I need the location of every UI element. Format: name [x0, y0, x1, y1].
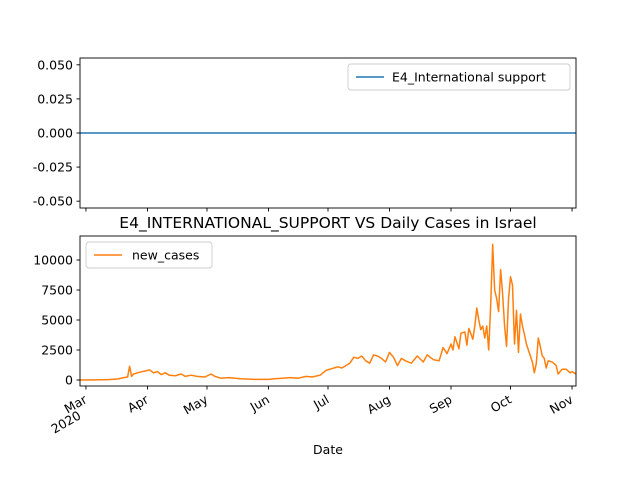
top-legend: E4_International support	[347, 63, 571, 91]
bottom-legend: new_cases	[85, 241, 213, 269]
bottom-y-tick-label: 2500	[41, 343, 73, 358]
x-axis-title: Date	[313, 442, 343, 457]
bottom-legend-label: new_cases	[132, 248, 199, 263]
bottom-y-ticks: 10000 7500 5000 2500 0	[33, 253, 80, 388]
top-y-tick-label: -0.050	[33, 194, 73, 209]
bottom-y-tick-label: 0	[65, 373, 73, 388]
top-subplot: 0.050 0.025 0.000 -0.025 -0.050 E4_Internati…	[33, 57, 577, 212]
bottom-axes-frame	[79, 235, 577, 387]
top-y-ticks: 0.050 0.025 0.000 -0.025 -0.050	[33, 57, 80, 209]
top-y-tick-label: -0.025	[33, 160, 73, 175]
top-y-tick-label: 0.000	[37, 126, 73, 141]
chart-title: E4_INTERNATIONAL_SUPPORT VS Daily Cases …	[119, 214, 536, 233]
bottom-y-tick-label: 5000	[41, 313, 73, 328]
bottom-legend-box	[85, 241, 213, 269]
top-legend-box	[347, 63, 571, 91]
top-x-ticks	[85, 208, 573, 212]
top-legend-label: E4_International support	[392, 70, 546, 85]
series-line-new_cases	[79, 243, 577, 381]
bottom-y-tick-label: 7500	[41, 283, 73, 298]
bottom-series-lines	[79, 243, 577, 381]
x-tick-label: Jul	[310, 392, 331, 413]
bottom-y-tick-label: 10000	[33, 253, 73, 268]
top-axes-frame	[79, 57, 577, 209]
top-y-tick-label: 0.050	[37, 57, 73, 72]
top-y-tick-label: 0.025	[37, 91, 73, 106]
